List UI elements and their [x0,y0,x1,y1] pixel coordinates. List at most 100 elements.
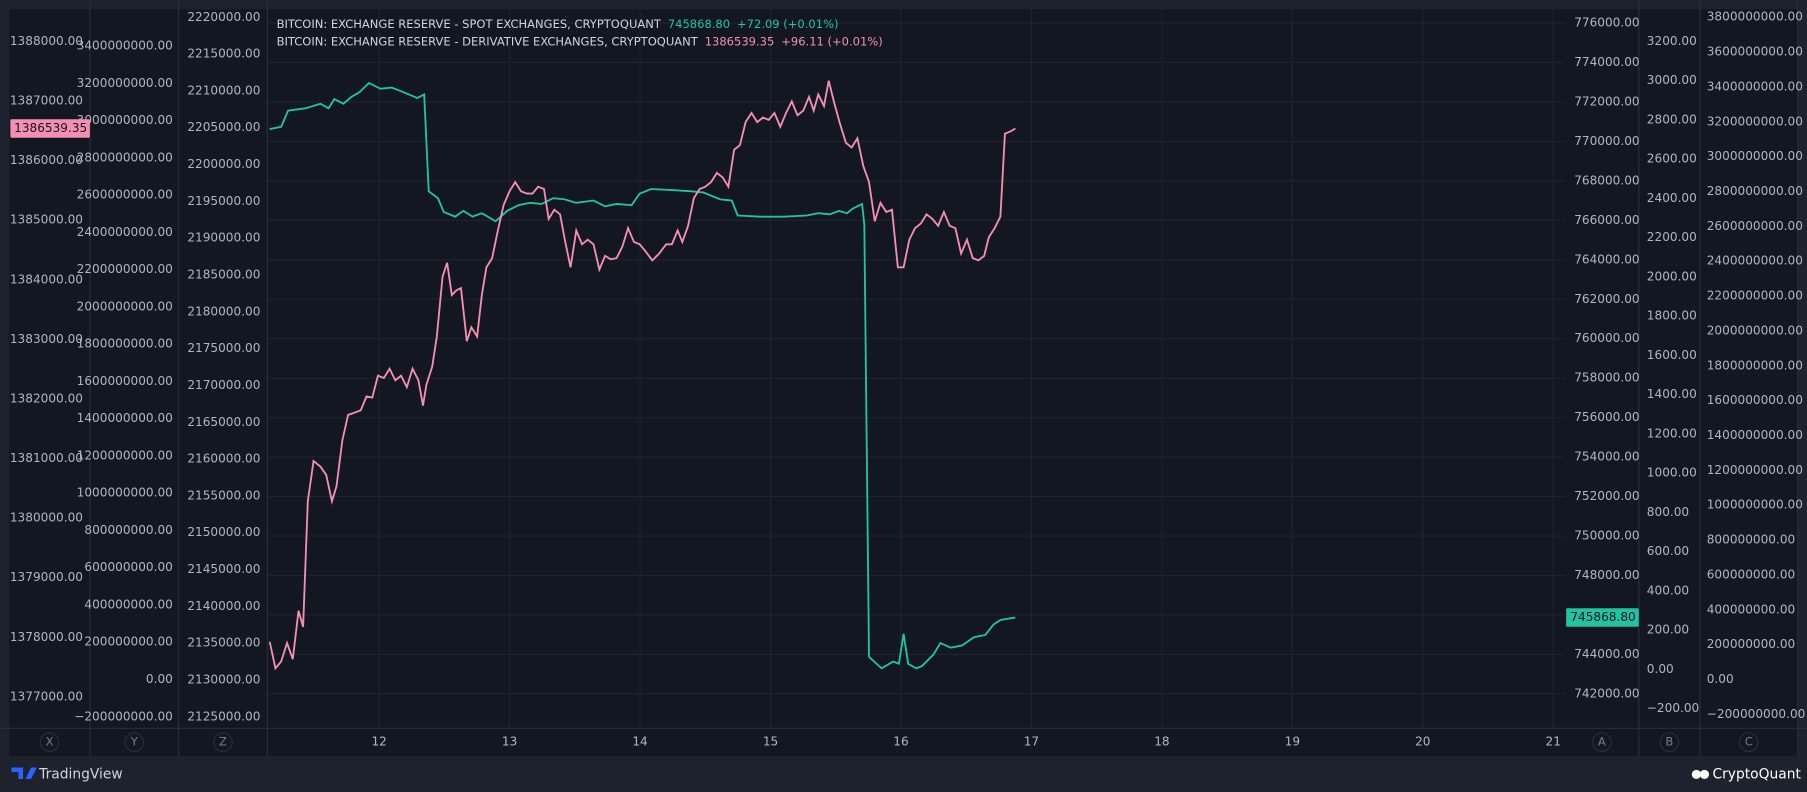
x-tick-label: 17 [1024,735,1039,749]
cryptoquant-logo[interactable]: CryptoQuant [1691,766,1802,782]
y-tick-label: 2200000.00 [187,157,260,171]
y-tick-label: 762000.00 [1574,292,1639,306]
footer-right: CryptoQuant [1713,766,1802,782]
price-marker [10,119,90,138]
y-tick-label: 2165000.00 [187,415,260,429]
axes: 1377000.00 1378000.00 1379000.00 1380000.00… [0,0,1807,756]
top-border [0,0,1807,10]
legend-value: 745868.80 [668,17,730,31]
axis-letter-badge [39,732,60,752]
footer-left: TradingView [38,766,122,782]
y-tick-label: 2400.00 [1647,191,1697,205]
legend-change: +96.11 (+0.01%) [781,34,883,48]
y-tick-label: 772000.00 [1574,94,1639,108]
y-tick-label: 1400000000.00 [1707,428,1803,442]
y-tick-label: 2800000000.00 [1707,184,1803,198]
y-tick-label: 776000.00 [1574,16,1639,30]
y-tick-label: 2145000.00 [187,562,260,576]
tradingview-logo[interactable]: TradingView [11,766,123,782]
y-tick-label: 0.00 [1707,672,1734,686]
y-tick-label: −200.00 [1647,701,1699,715]
y-tick-label: 2190000.00 [187,231,260,245]
axis-letter-badge [1659,732,1680,752]
legend-entry: BITCOIN: EXCHANGE RESERVE - DERIVATIVE E… [277,34,883,48]
y-tick-label: 2400000000.00 [77,225,173,239]
y-tick-label: 400.00 [1647,583,1689,597]
y-tick-label: 766000.00 [1574,213,1639,227]
x-tick-label: 12 [371,735,386,749]
y-tick-label: 2200000000.00 [77,262,173,276]
y-tick-label: 1000.00 [1647,466,1697,480]
y-tick-label: 2220000.00 [187,10,260,24]
y-tick-label: 2140000.00 [187,599,260,613]
y-tick-label: 764000.00 [1574,252,1639,266]
y-tick-label: 2180000.00 [187,304,260,318]
y-tick-label: 3400000000.00 [77,39,173,53]
y-tick-label: 774000.00 [1574,55,1639,69]
y-tick-label: 752000.00 [1574,489,1639,503]
axis-letter: X [46,735,54,749]
series-line [268,80,1016,671]
price-marker-label: 1386539.35 [14,121,87,135]
y-tick-label: 1800000000.00 [1707,358,1803,372]
y-tick-label: 3600000000.00 [1707,45,1803,59]
y-tick-label: 200000000.00 [84,635,172,649]
x-tick-label: 20 [1415,735,1430,749]
tradingview-icon [11,767,37,780]
y-tick-label: 2175000.00 [187,341,260,355]
y-tick-label: 0.00 [146,672,173,686]
y-tick-label: 1800000000.00 [77,337,173,351]
footer-bar [0,755,1807,792]
y-tick-label: 1800.00 [1647,309,1697,323]
y-tick-label: 2205000.00 [187,120,260,134]
plot [268,80,1016,671]
price-marker [1566,608,1639,627]
y-tick-label: 0.00 [1647,662,1674,676]
axis-letter: C [1745,735,1753,749]
y-tick-label: 200000000.00 [1707,637,1795,651]
legend-name: BITCOIN: EXCHANGE RESERVE - DERIVATIVE E… [277,34,699,48]
x-tick-label: 13 [502,735,517,749]
grid [267,9,1565,729]
price-markers: 745868.80 1386539.35 [10,119,1639,627]
y-tick-label: 2135000.00 [187,636,260,650]
y-tick-label: 400000000.00 [84,597,172,611]
y-tick-label: 2150000.00 [187,525,260,539]
y-tick-label: 1600000000.00 [1707,393,1803,407]
y-tick-label: 2000.00 [1647,269,1697,283]
y-tick-label: 2160000.00 [187,452,260,466]
y-tick-label: 800.00 [1647,505,1689,519]
legend: BITCOIN: EXCHANGE RESERVE - SPOT EXCHANG… [277,17,883,48]
y-tick-label: 2200000000.00 [1707,289,1803,303]
y-tick-label: 3000000000.00 [1707,149,1803,163]
y-tick-label: −200000000.00 [74,709,173,723]
y-tick-label: 3200.00 [1647,34,1697,48]
legend-entry: BITCOIN: EXCHANGE RESERVE - SPOT EXCHANG… [277,17,839,31]
y-tick-label: 2155000.00 [187,488,260,502]
y-tick-label: 768000.00 [1574,173,1639,187]
y-tick-label: 1387000.00 [10,94,83,108]
y-tick-label: 2125000.00 [187,709,260,723]
y-tick-label: 748000.00 [1574,568,1639,582]
y-tick-label: 1379000.00 [10,570,83,584]
y-tick-label: 2400000000.00 [1707,254,1803,268]
y-tick-label: 2130000.00 [187,673,260,687]
y-tick-label: 2000000000.00 [77,299,173,313]
legend-name: BITCOIN: EXCHANGE RESERVE - SPOT EXCHANG… [277,17,662,31]
x-tick-label: 14 [632,735,648,749]
y-tick-label: 200.00 [1647,623,1689,637]
axis-letter: B [1665,735,1673,749]
y-tick-label: 2800.00 [1647,112,1697,126]
y-tick-label: 750000.00 [1574,529,1639,543]
right-border [1797,0,1807,756]
x-tick-label: 19 [1285,735,1300,749]
y-tick-label: 1000000000.00 [77,486,173,500]
y-tick-label: 3200000000.00 [77,76,173,90]
y-tick-label: 2000000000.00 [1707,323,1803,337]
series-line [269,81,1016,670]
y-tick-label: 758000.00 [1574,371,1639,385]
y-tick-label: 2600000000.00 [77,188,173,202]
axis-letter: A [1598,735,1606,749]
